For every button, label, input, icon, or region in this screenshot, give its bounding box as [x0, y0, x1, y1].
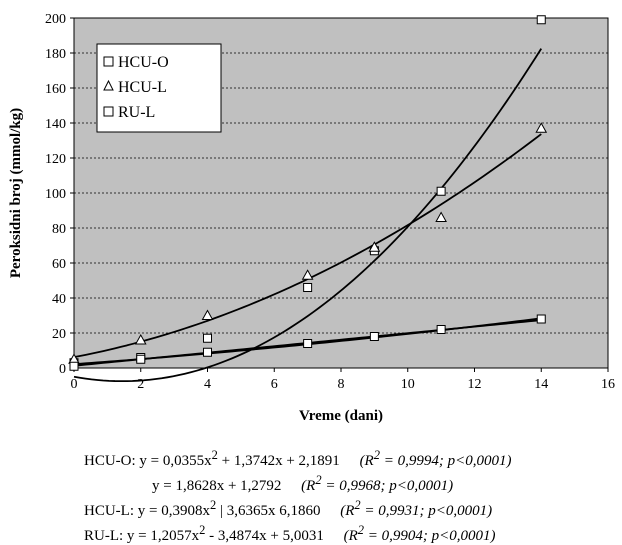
marker-hcu-l	[535, 122, 548, 133]
marker-ru-l	[536, 314, 546, 324]
equation-rest: | 3,6365x 6,1860	[216, 503, 321, 519]
marker-ru-l	[369, 332, 379, 341]
marker-hcu-o	[203, 333, 212, 343]
marker-hcu-o	[303, 283, 313, 292]
regression-equations: HCU-O: y = 0,0355x2 + 1,3742x + 2,1891 (…	[0, 436, 622, 544]
y-tick-label: 180	[45, 47, 66, 62]
equation-stat: (R2 = 0,9994; p<0,0001)	[359, 448, 512, 469]
x-tick-label: 14	[534, 377, 548, 392]
y-axis-title: Peroksidni broj (mmol/kg)	[8, 108, 24, 278]
legend-label-hcu-l: HCU-L	[118, 79, 167, 96]
y-tick-label: 160	[45, 82, 66, 97]
equation-hcu-l: HCU-L: y = 0,3908x2 | 3,6365x 6,1860 (R2…	[84, 496, 492, 520]
y-tick-label: 200	[45, 12, 66, 27]
y-tick-label: 20	[52, 327, 66, 342]
x-axis-ticks: 0 2 4 6 8 10 12 14 16	[71, 368, 615, 392]
legend-label-ru-l: RU-L	[118, 104, 155, 121]
equation-rest: + 1,3742x + 2,1891	[217, 453, 340, 469]
y-tick-label: 100	[45, 187, 66, 202]
marker-ru-l	[303, 339, 313, 348]
x-tick-label: 2	[137, 377, 144, 392]
marker-ru-l	[203, 347, 212, 357]
y-tick-label: 80	[52, 222, 66, 237]
marker-hcu-l	[435, 211, 447, 222]
marker-hcu-o	[536, 15, 546, 25]
x-tick-label: 8	[338, 377, 345, 392]
legend-label-hcu-o: HCU-O	[118, 54, 169, 71]
equation-exponent: 2	[209, 498, 217, 512]
equation-exponent: 2	[199, 523, 206, 537]
equation-rest: - 3,4874x + 5,0031	[205, 528, 324, 544]
equation-formula: y = 0,3908x	[137, 503, 210, 519]
equation-stat: (R2 = 0,9968; p<0,0001)	[301, 473, 454, 494]
chart: 0 20 40 60 80 100 120 140 160 180 200 0 2 4 6 8 10 12 14 1…	[8, 12, 615, 424]
legend-marker-hcu-l	[103, 79, 114, 91]
equation-label: RU-L:	[84, 528, 124, 544]
y-tick-label: 40	[52, 292, 66, 307]
legend-marker-ru-l	[103, 106, 114, 117]
equation-ru-l: RU-L: y = 1,2057x2 - 3,4874x + 5,0031 (R…	[84, 521, 496, 545]
equation-label: HCU-L:	[84, 503, 134, 519]
marker-hcu-l	[134, 333, 147, 345]
data-markers	[68, 15, 548, 371]
equation-label: HCU-O:	[84, 453, 136, 469]
legend: HCU-O HCU-L RU-L	[96, 43, 222, 133]
marker-hcu-l	[368, 241, 381, 252]
marker-hcu-l	[201, 309, 214, 320]
equation-stat: (R2 = 0,9931; p<0,0001)	[340, 498, 493, 519]
y-tick-label: 0	[59, 362, 66, 377]
equation-ru-l-linear: y = 1,8628x + 1,2792 (R2 = 0,9968; p<0,0…	[152, 471, 453, 495]
marker-hcu-o	[436, 186, 446, 196]
x-tick-label: 16	[601, 377, 615, 392]
equation-formula: y = 1,2057x	[126, 528, 200, 544]
y-tick-label: 120	[45, 152, 66, 167]
equation-exponent: 2	[211, 448, 218, 462]
x-tick-label: 0	[71, 377, 78, 392]
x-tick-label: 10	[401, 377, 415, 392]
x-tick-label: 12	[468, 377, 482, 392]
marker-ru-l	[136, 354, 146, 364]
trend-line-quadratic	[73, 48, 543, 383]
equation-hcu-o: HCU-O: y = 0,0355x2 + 1,3742x + 2,1891 (…	[84, 446, 511, 470]
y-tick-label: 60	[52, 257, 66, 272]
marker-ru-l	[69, 361, 79, 371]
x-tick-label: 4	[204, 377, 211, 392]
legend-marker-hcu-o	[103, 56, 114, 67]
x-axis-title: Vreme (dani)	[299, 408, 383, 424]
x-tick-label: 6	[271, 377, 278, 392]
y-axis-ticks: 0 20 40 60 80 100 120 140 160 180 200	[45, 12, 74, 377]
y-tick-label: 140	[45, 117, 66, 132]
marker-hcu-l	[301, 269, 314, 280]
equation-stat: (R2 = 0,9904; p<0,0001)	[343, 523, 496, 544]
marker-ru-l	[436, 325, 446, 334]
equation-formula: y = 0,0355x	[139, 453, 212, 469]
equation-formula: y = 1,8628x + 1,2792	[152, 478, 282, 494]
legend-box	[96, 43, 222, 133]
